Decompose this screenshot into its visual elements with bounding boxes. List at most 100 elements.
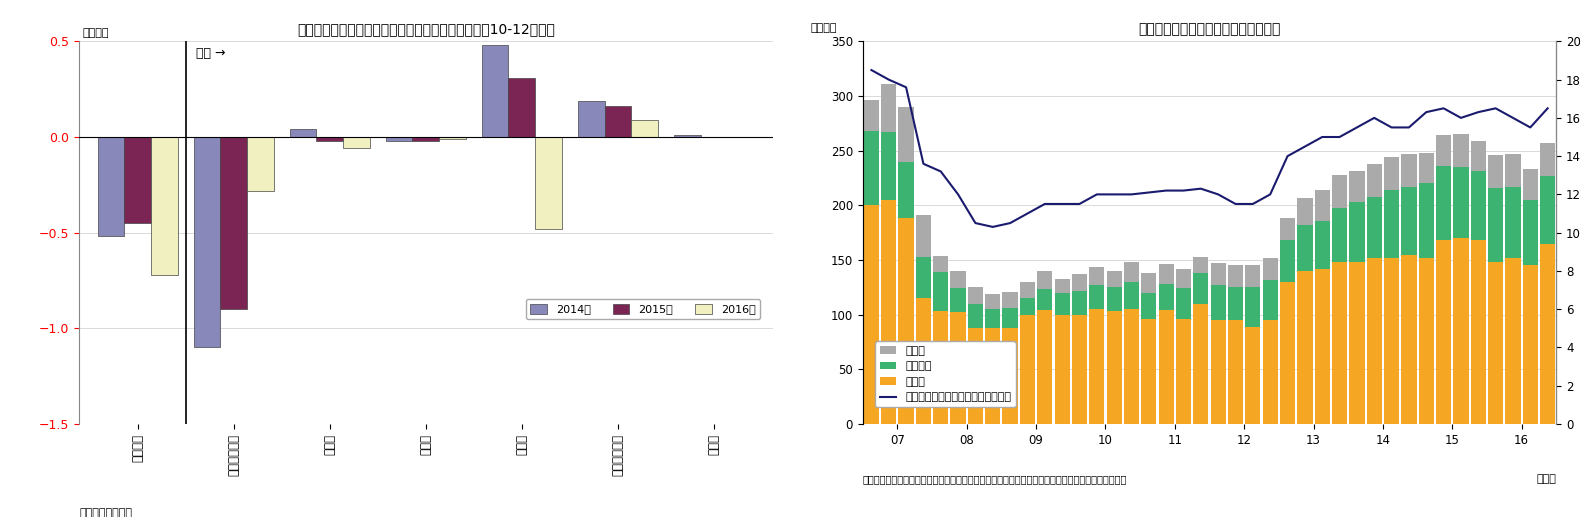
Bar [1210,263,1226,285]
Bar [1332,175,1348,207]
Bar [1036,271,1052,290]
Bar [1540,143,1555,176]
Bar [916,298,931,424]
Bar [934,272,948,311]
Bar [1506,154,1520,187]
Bar [246,137,273,191]
Bar [1471,240,1485,424]
Bar [864,131,878,205]
Bar [1454,134,1468,167]
Bar [152,137,177,275]
Bar [1036,310,1052,424]
Bar [1071,291,1087,315]
Bar [986,328,1000,424]
Bar [1488,155,1503,188]
Text: （兆円）: （兆円） [82,27,109,38]
Bar [1523,200,1537,265]
Text: （資料）日本銀行: （資料）日本銀行 [79,508,133,517]
Bar [1089,267,1104,285]
Bar [1071,315,1087,424]
Bar [1506,187,1520,258]
Bar [1297,271,1313,424]
Legend: 2014年, 2015年, 2016年: 2014年, 2015年, 2016年 [526,299,760,319]
Bar [1245,327,1261,424]
Bar [386,137,412,141]
Bar [1280,219,1296,240]
Bar [934,311,948,424]
Bar [1002,308,1018,328]
Bar [1193,273,1209,303]
Bar [1176,319,1191,424]
Bar [1540,244,1555,424]
Bar [1228,265,1243,287]
Bar [1488,262,1503,424]
Legend: その他, 投資信託, 株式等, 個人金融資産に占める割合（右軸）: その他, 投資信託, 株式等, 個人金融資産に占める割合（右軸） [875,341,1016,407]
Bar [1419,184,1435,258]
Bar [934,255,948,272]
Bar [1401,154,1417,187]
Bar [1297,197,1313,225]
Bar [1193,257,1209,273]
Bar [1436,166,1450,240]
Bar [536,137,562,229]
Bar [1367,258,1382,424]
Bar [509,78,536,137]
Bar [1262,320,1278,424]
Bar [969,287,983,303]
Bar [439,137,466,139]
Bar [1280,240,1296,282]
Bar [1123,262,1139,282]
Bar [1506,258,1520,424]
Bar [986,309,1000,328]
Bar [899,162,913,219]
Bar [412,137,439,141]
Bar [916,215,931,257]
Bar [1123,282,1139,309]
Bar [1332,262,1348,424]
Bar [1210,320,1226,424]
Bar [1141,319,1157,424]
Bar [1089,285,1104,309]
Bar [98,137,125,236]
Bar [673,135,700,137]
Bar [1089,309,1104,424]
Bar [316,137,343,141]
Title: （図表８）株式・出資金・投信除く証券のフロー（10-12月期）: （図表８）株式・出資金・投信除く証券のフロー（10-12月期） [297,22,555,36]
Bar [1176,288,1191,319]
Bar [1332,207,1348,262]
Bar [882,200,896,424]
Bar [1245,287,1261,327]
Bar [630,120,657,137]
Bar [1176,269,1191,288]
Bar [899,107,913,162]
Bar [1210,285,1226,320]
Bar [1349,262,1365,424]
Bar [1054,279,1070,293]
Bar [1228,320,1243,424]
Bar [1540,176,1555,244]
Bar [1523,169,1537,200]
Bar [1315,221,1330,269]
Bar [1019,298,1035,315]
Bar [1436,240,1450,424]
Bar [969,328,983,424]
Bar [605,107,630,137]
Bar [1054,293,1070,315]
Bar [1367,196,1382,258]
Bar [1141,273,1157,293]
Text: 内訳 →: 内訳 → [196,47,226,59]
Bar [899,219,913,424]
Bar [578,101,605,137]
Bar [289,129,316,137]
Bar [969,303,983,328]
Bar [1349,202,1365,262]
Bar [1054,315,1070,424]
Bar [1158,284,1174,310]
Bar [882,84,896,132]
Bar [1315,190,1330,221]
Bar [916,257,931,298]
Bar [1002,292,1018,308]
Bar [1141,293,1157,319]
Bar [1419,153,1435,184]
Bar [220,137,246,309]
